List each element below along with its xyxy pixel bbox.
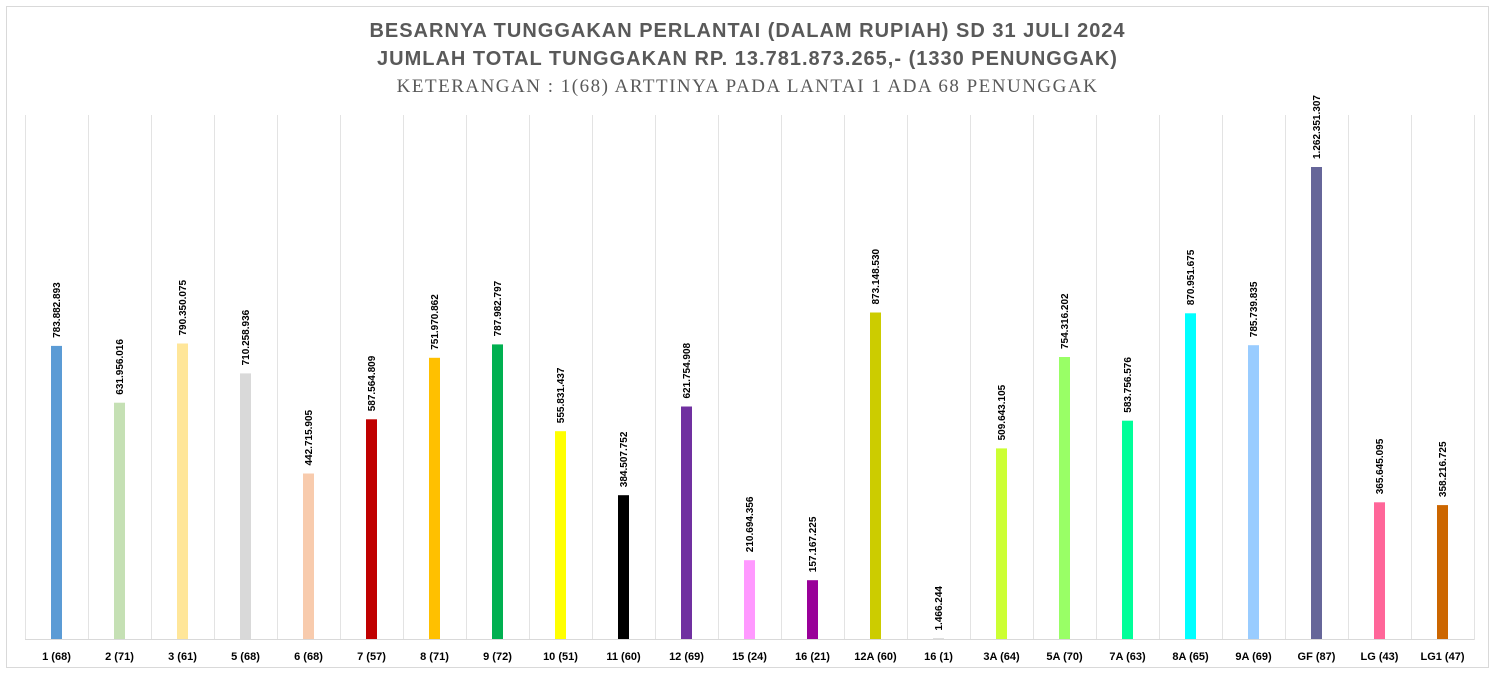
value-label: 870.951.675 <box>1186 249 1197 305</box>
chart-note: KETERANGAN : 1(68) ARTTINYA PADA LANTAI … <box>396 76 1099 97</box>
value-label: 365.645.095 <box>1375 438 1386 494</box>
value-label: 783.882.893 <box>52 282 63 338</box>
value-label: 358.216.725 <box>1438 441 1449 497</box>
value-label: 754.316.202 <box>1060 293 1071 349</box>
bar-17 <box>1059 357 1070 639</box>
chart-frame <box>6 6 1489 668</box>
bar-11 <box>681 406 692 639</box>
value-label: 1.466.244 <box>934 586 945 631</box>
value-label: 442.715.905 <box>304 409 315 465</box>
bar-8 <box>492 344 503 639</box>
category-label: 9A (69) <box>1235 651 1272 663</box>
category-label: 16 (1) <box>924 651 953 663</box>
value-label: 790.350.075 <box>178 279 189 335</box>
bar-18 <box>1122 420 1133 639</box>
value-label: 587.564.809 <box>367 355 378 411</box>
category-label: 12 (69) <box>669 651 704 663</box>
bar-9 <box>555 431 566 639</box>
category-label: 12A (60) <box>854 651 897 663</box>
bar-5 <box>303 473 314 639</box>
category-label: 16 (21) <box>795 651 830 663</box>
value-label: 751.970.862 <box>430 294 441 350</box>
category-label: 7A (63) <box>1109 651 1146 663</box>
category-label: 8 (71) <box>420 651 449 663</box>
category-label: 15 (24) <box>732 651 767 663</box>
value-label: 210.694.356 <box>745 496 756 552</box>
bar-20 <box>1248 345 1259 639</box>
category-label: 7 (57) <box>357 651 386 663</box>
category-label: 3 (61) <box>168 651 197 663</box>
category-label: 5A (70) <box>1046 651 1083 663</box>
value-label: 555.831.437 <box>556 367 567 423</box>
bar-12 <box>744 560 755 639</box>
category-label: LG1 (47) <box>1420 651 1464 663</box>
category-label: 8A (65) <box>1172 651 1209 663</box>
category-label: 5 (68) <box>231 651 260 663</box>
bar-6 <box>366 419 377 639</box>
value-label: 157.167.225 <box>808 516 819 572</box>
category-label: GF (87) <box>1298 651 1336 663</box>
bar-2 <box>114 402 125 639</box>
value-label: 1.262.351.307 <box>1312 95 1323 159</box>
value-label: 787.982.797 <box>493 280 504 336</box>
category-label: 6 (68) <box>294 651 323 663</box>
bar-7 <box>429 357 440 639</box>
category-label: LG (43) <box>1361 651 1399 663</box>
value-label: 384.507.752 <box>619 431 630 487</box>
value-label: 785.739.835 <box>1249 281 1260 337</box>
category-label: 9 (72) <box>483 651 512 663</box>
bar-16 <box>996 448 1007 639</box>
value-label: 621.754.908 <box>682 342 693 398</box>
chart-subtitle: JUMLAH TOTAL TUNGGAKAN RP. 13.781.873.26… <box>377 48 1118 70</box>
bar-19 <box>1185 313 1196 639</box>
bar-1 <box>51 345 62 639</box>
category-label: 2 (71) <box>105 651 134 663</box>
bar-10 <box>618 495 629 639</box>
category-label: 3A (64) <box>983 651 1020 663</box>
bar-23 <box>1437 505 1448 639</box>
value-label: 509.643.105 <box>997 384 1008 440</box>
bar-4 <box>240 373 251 639</box>
bar-22 <box>1374 502 1385 639</box>
category-label: 1 (68) <box>42 651 71 663</box>
value-label: 710.258.936 <box>241 309 252 365</box>
category-label: 10 (51) <box>543 651 578 663</box>
value-label: 873.148.530 <box>871 248 882 304</box>
bar-13 <box>807 580 818 639</box>
chart-title: BESARNYA TUNGGAKAN PERLANTAI (DALAM RUPI… <box>369 20 1126 42</box>
value-label: 583.756.576 <box>1123 357 1134 413</box>
category-label: 11 (60) <box>606 651 641 663</box>
value-label: 631.956.016 <box>115 339 126 395</box>
bar-21 <box>1311 167 1322 639</box>
bar-14 <box>870 312 881 639</box>
bar-3 <box>177 343 188 639</box>
bar-15 <box>933 638 944 639</box>
